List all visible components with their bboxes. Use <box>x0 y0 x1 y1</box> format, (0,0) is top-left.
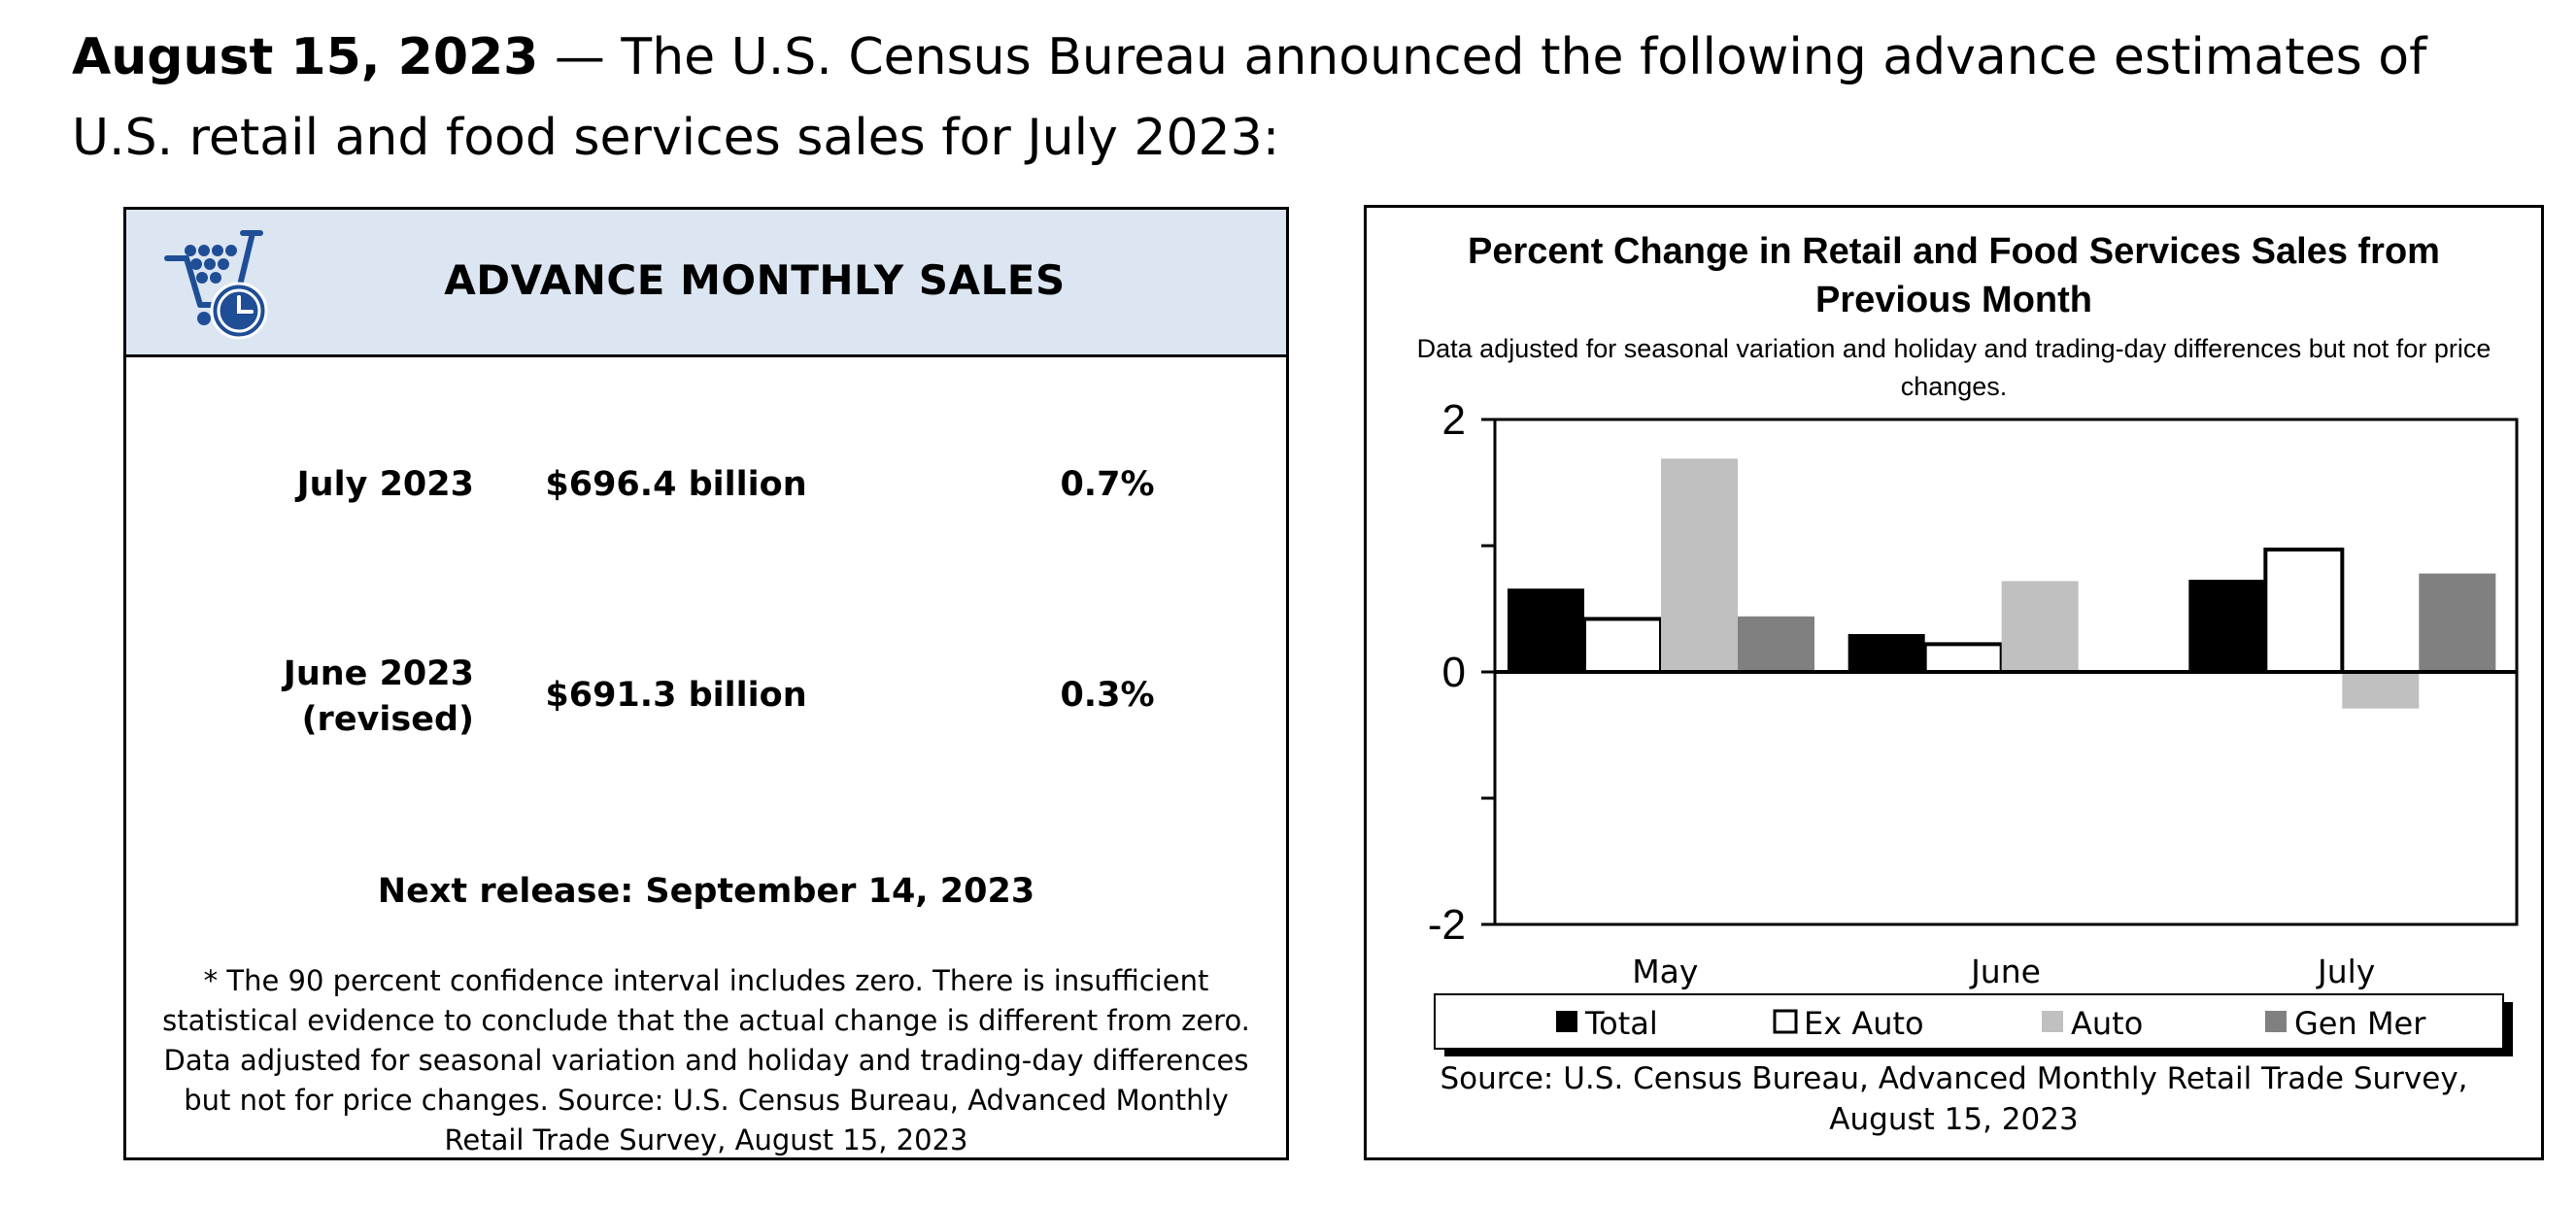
bar-auto-may <box>1661 458 1738 672</box>
sales-row-percent: 0.3% <box>1060 676 1155 715</box>
chart-title: Percent Change in Retail and Food Servic… <box>1468 231 2440 320</box>
intro-paragraph: August 15, 2023 — The U.S. Census Bureau… <box>72 17 2520 179</box>
sales-row-amount: $696.4 billion <box>545 465 807 504</box>
legend-label: Auto <box>2071 1005 2143 1042</box>
advance-monthly-sales-panel: ADVANCE MONTHLY SALES July 2023 $696.4 b… <box>123 207 1289 1160</box>
chart-source: Source: U.S. Census Bureau, Advanced Mon… <box>1440 1061 2468 1137</box>
x-tick-label: June <box>1969 953 2041 990</box>
legend-label: Total <box>1584 1005 1658 1042</box>
release-date: August 15, 2023 <box>72 28 539 86</box>
y-tick-label: -2 <box>1428 901 1466 949</box>
confidence-note: * The 90 percent confidence interval inc… <box>162 964 1250 1037</box>
bar-gen-mer-may <box>1738 616 1814 672</box>
source-note: Data adjusted for seasonal variation and… <box>163 1044 1249 1156</box>
legend-swatch <box>1773 1009 1798 1034</box>
bar-chart: May June July -2 0 2 Total Ex Auto Auto Gen Mer <box>1428 396 2519 1056</box>
bar-auto-june <box>2001 581 2079 672</box>
bar-gen-mer-july <box>2419 573 2496 672</box>
y-tick-label: 2 <box>1442 396 1466 444</box>
sales-panel-title: ADVANCE MONTHLY SALES <box>444 256 1066 304</box>
x-tick-label: July <box>2316 953 2375 990</box>
sales-row-amount: $691.3 billion <box>545 676 807 715</box>
legend-label: Gen Mer <box>2294 1005 2426 1042</box>
percent-change-chart-panel: Percent Change in Retail and Food Servic… <box>1364 205 2544 1160</box>
bar-total-july <box>2188 580 2266 672</box>
sales-panel-notes: * The 90 percent confidence interval inc… <box>146 961 1267 1160</box>
bar-ex-auto-may <box>1582 617 1663 674</box>
x-tick-label: May <box>1632 953 1698 990</box>
legend-label: Ex Auto <box>1804 1005 1924 1042</box>
legend <box>1434 993 2504 1050</box>
legend-swatch <box>1556 1011 1577 1032</box>
sales-panel-header: ADVANCE MONTHLY SALES <box>126 210 1286 357</box>
y-tick-label: 0 <box>1442 649 1466 696</box>
bar-auto-july <box>2342 672 2420 709</box>
bar-ex-auto-july <box>2263 547 2345 674</box>
legend-swatch <box>2265 1011 2287 1032</box>
sales-row-label: June 2023 (revised) <box>283 654 474 739</box>
sales-row-percent: 0.7% <box>1060 465 1155 504</box>
bar-total-may <box>1508 588 1584 672</box>
bar-total-june <box>1847 634 1925 672</box>
next-release-date: Next release: September 14, 2023 <box>377 872 1035 911</box>
intro-text: — The U.S. Census Bureau announced the f… <box>72 28 2427 167</box>
chart-subtitle: Data adjusted for seasonal variation and… <box>1416 334 2491 401</box>
legend-swatch <box>2042 1011 2063 1032</box>
shopping-cart-clock-icon <box>164 230 268 340</box>
bar-ex-auto-june <box>1922 642 2004 674</box>
sales-row-label: July 2023 <box>296 465 474 504</box>
